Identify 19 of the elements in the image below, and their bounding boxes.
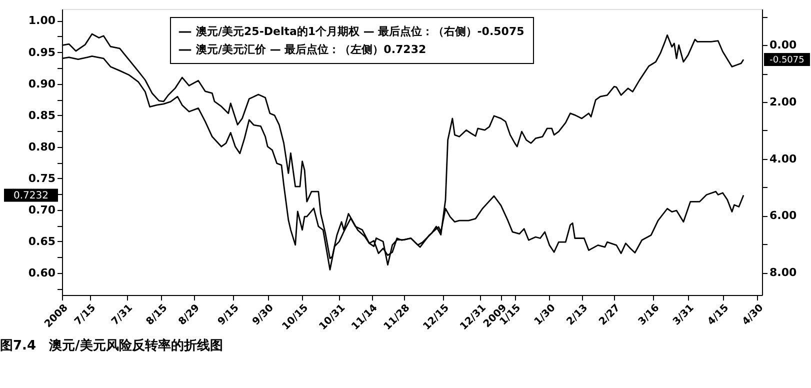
y-tick-label: 0.95	[28, 46, 56, 59]
y-tick-label: 1.00	[28, 14, 56, 28]
y-tick-label: 0.60	[28, 266, 56, 280]
y-tick-label: 0.65	[28, 234, 56, 248]
y2-tick-label: 8.00	[770, 266, 797, 280]
y-tick-label: 0.75	[28, 172, 56, 185]
text: -0.5075	[770, 56, 804, 66]
y-tick-label: 0.90	[28, 77, 56, 90]
legend-label: 澳元/美元汇价 — 最后点位：（左侧）0.7232	[195, 43, 426, 56]
legend-label: 澳元/美元25-Delta的1个月期权 — 最后点位：（右侧）-0.5075	[195, 25, 524, 38]
y2-tick-label: 6.00	[770, 209, 797, 222]
y2-tick-label: 2.00	[770, 95, 797, 108]
text: 图7.4 澳元/美元风险反转率的折线图	[0, 337, 223, 354]
y2-tick-label: 4.00	[770, 152, 797, 166]
y-tick-label: 0.80	[28, 140, 56, 154]
y-tick-label: 0.70	[28, 203, 56, 216]
text: 0.7232	[14, 190, 48, 202]
y2-tick-label: 0.00	[770, 38, 797, 52]
y-tick-label: 0.85	[28, 108, 56, 122]
